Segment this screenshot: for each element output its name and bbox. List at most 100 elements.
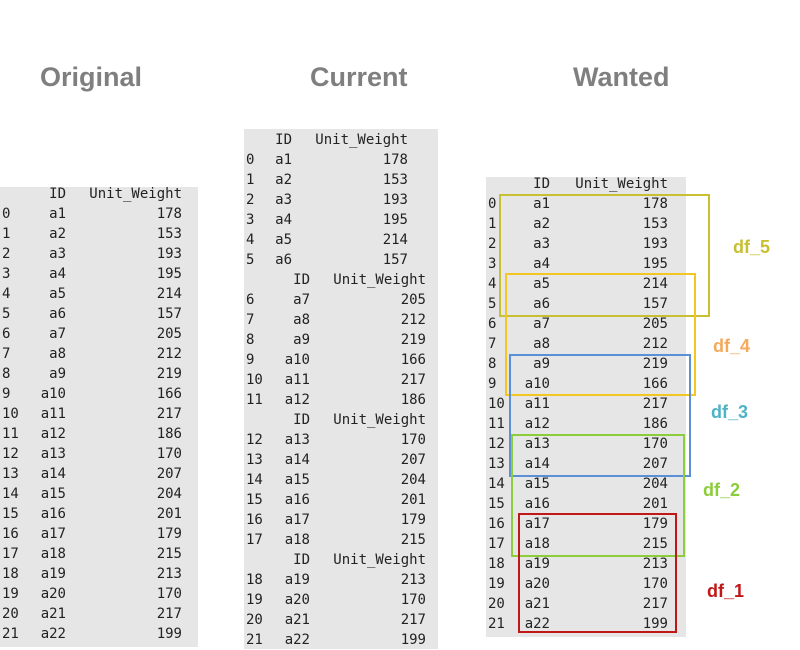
row-unit-weight: 195	[382, 212, 408, 228]
column-header-unit-weight: Unit_Weight	[333, 272, 426, 288]
row-index: 18	[246, 572, 263, 588]
row-unit-weight: 186	[156, 426, 182, 442]
row-unit-weight: 214	[382, 232, 408, 248]
row-index: 21	[488, 616, 505, 632]
row-unit-weight: 193	[382, 192, 408, 208]
row-index: 0	[2, 206, 11, 222]
row-index: 18	[488, 556, 505, 572]
row-index: 18	[2, 566, 19, 582]
row-id: a11	[284, 372, 310, 388]
row-id: a21	[40, 606, 66, 622]
row-unit-weight: 178	[382, 152, 408, 168]
row-unit-weight: 193	[642, 236, 668, 252]
row-unit-weight: 215	[156, 546, 182, 562]
row-index: 1	[2, 226, 11, 242]
row-unit-weight: 201	[156, 506, 182, 522]
row-unit-weight: 186	[642, 416, 668, 432]
row-index: 6	[488, 316, 497, 332]
row-id: a4	[275, 212, 292, 228]
row-index: 19	[488, 576, 505, 592]
row-unit-weight: 213	[400, 572, 426, 588]
row-unit-weight: 201	[642, 496, 668, 512]
row-unit-weight: 217	[400, 612, 426, 628]
row-id: a9	[533, 356, 550, 372]
row-index: 3	[246, 212, 255, 228]
table-row: 21 a22 199	[244, 630, 438, 650]
row-index: 11	[488, 416, 505, 432]
table-row: 10 a11 217	[0, 404, 198, 424]
row-index: 11	[2, 426, 19, 442]
row-unit-weight: 186	[400, 392, 426, 408]
row-index: 5	[246, 252, 255, 268]
row-unit-weight: 214	[156, 286, 182, 302]
row-id: a3	[533, 236, 550, 252]
row-unit-weight: 217	[642, 596, 668, 612]
row-unit-weight: 153	[156, 226, 182, 242]
column-header-id: ID	[533, 176, 550, 192]
table-row: 20 a21 217	[244, 610, 438, 630]
row-unit-weight: 195	[642, 256, 668, 272]
row-unit-weight: 170	[400, 432, 426, 448]
row-unit-weight: 170	[400, 592, 426, 608]
row-index: 2	[246, 192, 255, 208]
row-index: 1	[488, 216, 497, 232]
table-row: 6 a7 205	[486, 314, 686, 334]
row-index: 15	[2, 506, 19, 522]
row-index: 19	[2, 586, 19, 602]
row-unit-weight: 205	[642, 316, 668, 332]
table-row: 7 a8 212	[0, 344, 198, 364]
group-label-df-3: df_3	[711, 402, 749, 422]
table-row: 11 a12 186	[486, 414, 686, 434]
table-row: 11 a12 186	[244, 390, 438, 410]
row-unit-weight: 213	[156, 566, 182, 582]
table-row: 9 a10 166	[0, 384, 198, 404]
row-unit-weight: 212	[642, 336, 668, 352]
row-index: 3	[488, 256, 497, 272]
row-unit-weight: 207	[400, 452, 426, 468]
row-id: a19	[40, 566, 66, 582]
row-id: a14	[284, 452, 310, 468]
table-row: 19 a20 170	[486, 574, 686, 594]
column-header-unit-weight: Unit_Weight	[89, 186, 182, 202]
row-id: a17	[524, 516, 550, 532]
table-row: 9 a10 166	[244, 350, 438, 370]
row-index: 12	[246, 432, 263, 448]
table-row: 13 a14 207	[244, 450, 438, 470]
column-header-unit-weight: Unit_Weight	[575, 176, 668, 192]
row-index: 10	[488, 396, 505, 412]
row-index: 1	[246, 172, 255, 188]
row-unit-weight: 215	[642, 536, 668, 552]
group-box-df-4	[505, 273, 696, 396]
row-id: a3	[275, 192, 292, 208]
row-unit-weight: 179	[400, 512, 426, 528]
row-unit-weight: 201	[400, 492, 426, 508]
row-index: 3	[2, 266, 11, 282]
row-unit-weight: 213	[642, 556, 668, 572]
row-id: a14	[40, 466, 66, 482]
row-unit-weight: 195	[156, 266, 182, 282]
row-id: a12	[284, 392, 310, 408]
table-row: 15 a16 201	[244, 490, 438, 510]
table-row: 4 a5 214	[486, 274, 686, 294]
row-id: a7	[293, 292, 310, 308]
row-index: 8	[2, 366, 11, 382]
column-header-id: ID	[49, 186, 66, 202]
row-id: a18	[40, 546, 66, 562]
row-index: 16	[246, 512, 263, 528]
row-id: a20	[524, 576, 550, 592]
row-id: a9	[293, 332, 310, 348]
row-unit-weight: 205	[400, 292, 426, 308]
column-header-id: ID	[293, 412, 310, 428]
table-row: 2 a3 193	[244, 190, 438, 210]
table-row: 19 a20 170	[244, 590, 438, 610]
column-header-id: ID	[293, 552, 310, 568]
row-index: 8	[488, 356, 497, 372]
row-id: a3	[49, 246, 66, 262]
row-unit-weight: 217	[642, 396, 668, 412]
column-header-unit-weight: Unit_Weight	[333, 412, 426, 428]
table-row: 21 a22 199	[486, 614, 686, 634]
row-id: a1	[533, 196, 550, 212]
table-row: 0 a1 178	[244, 150, 438, 170]
row-index: 13	[246, 452, 263, 468]
table-row: 3 a4 195	[244, 210, 438, 230]
